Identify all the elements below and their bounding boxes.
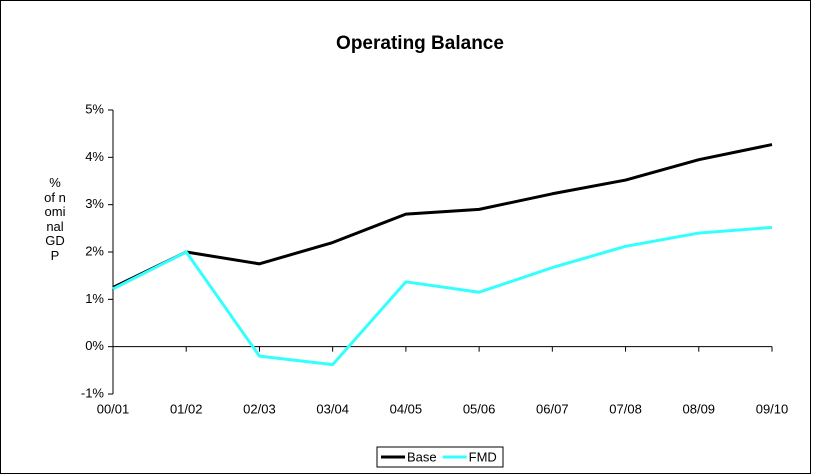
- legend-label: FMD: [469, 449, 497, 464]
- legend-label: Base: [407, 449, 437, 464]
- y-tick-label: 1%: [85, 291, 104, 306]
- x-tick-label: 08/09: [683, 401, 716, 416]
- x-tick-label: 09/10: [756, 401, 789, 416]
- y-axis-label: % of nominal GDP: [44, 176, 66, 263]
- y-tick-label: 3%: [85, 196, 104, 211]
- x-tick-label: 05/06: [463, 401, 496, 416]
- x-tick-label: 02/03: [243, 401, 276, 416]
- y-tick-label: 4%: [85, 149, 104, 164]
- x-tick-label: 04/05: [390, 401, 423, 416]
- line-series: [112, 143, 773, 289]
- x-tick-label: 01/02: [170, 401, 203, 416]
- chart-title: Operating Balance: [336, 33, 504, 54]
- x-tick-label: 06/07: [536, 401, 569, 416]
- legend-box: [376, 446, 504, 468]
- line-series: [112, 225, 773, 367]
- x-tick-label: 03/04: [316, 401, 349, 416]
- x-tick-label: 07/08: [609, 401, 642, 416]
- y-axis-label-box: % of nominal GDP: [44, 176, 66, 263]
- y-tick-label: -1%: [81, 385, 105, 400]
- y-tick-label: 2%: [85, 243, 104, 258]
- x-tick-label: 00/01: [97, 401, 130, 416]
- y-tick-label: 0%: [85, 338, 104, 353]
- y-tick-label: 5%: [85, 101, 104, 116]
